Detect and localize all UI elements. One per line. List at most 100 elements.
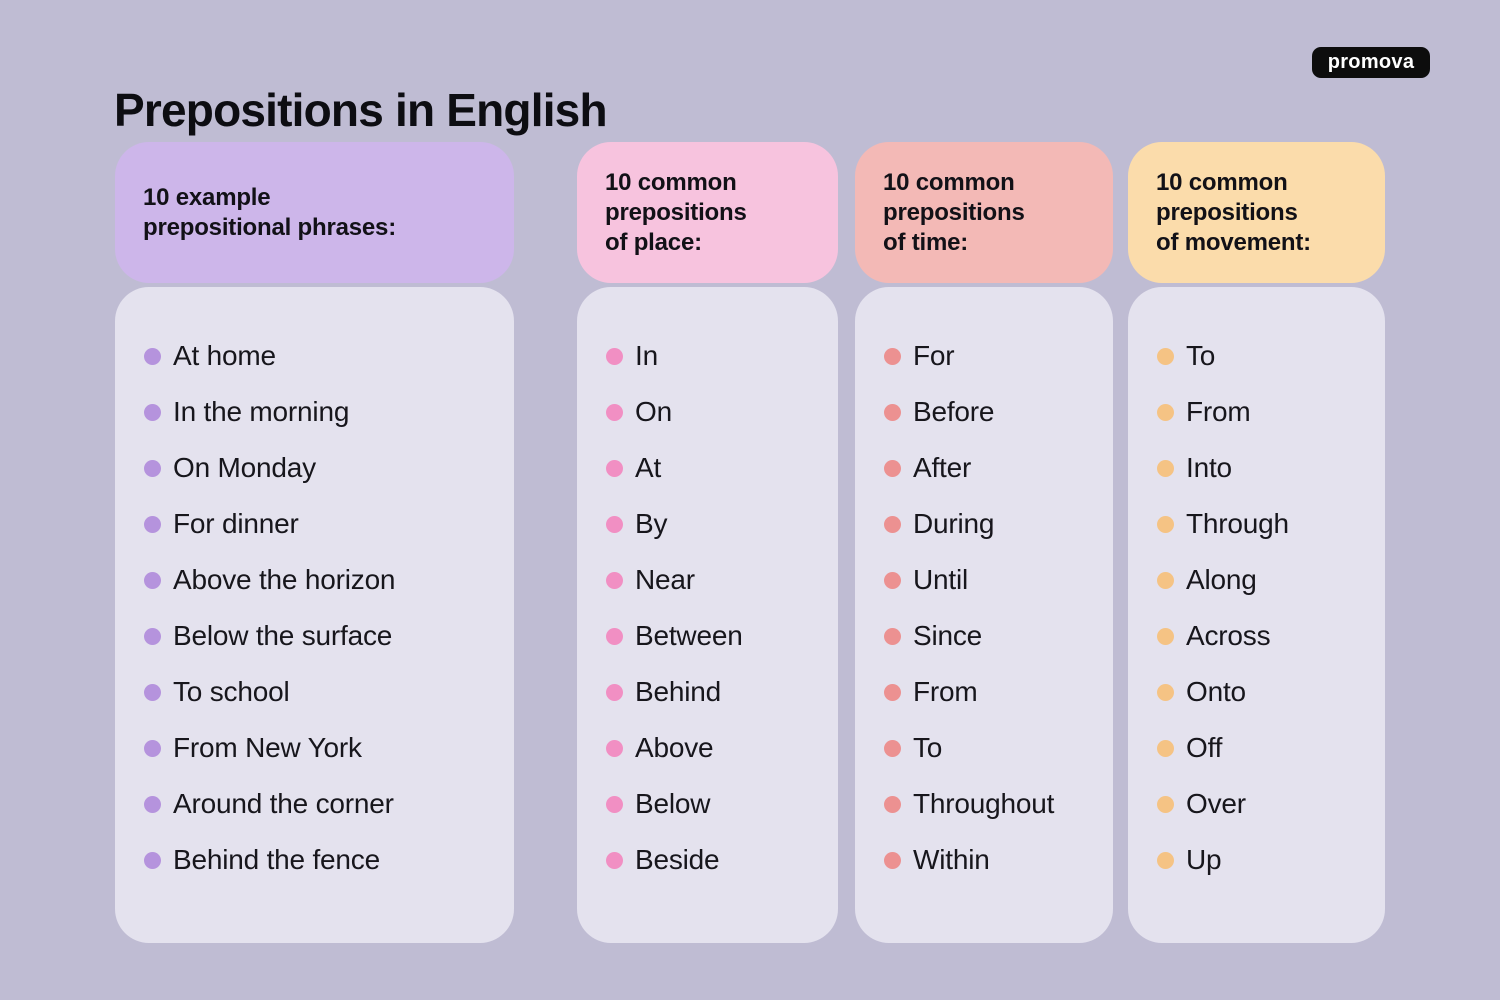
list-item: To school <box>144 664 500 720</box>
list-item-label: Throughout <box>913 788 1055 819</box>
list-item: Throughout <box>884 776 1099 832</box>
list-item-label: Before <box>913 396 995 427</box>
bullet-dot-icon <box>606 347 623 365</box>
list-item-label: Near <box>635 564 695 595</box>
list-item: At <box>606 440 824 496</box>
list-item: Behind the fence <box>144 832 500 888</box>
bullet-dot-icon <box>606 795 623 813</box>
list-item-label: From New York <box>173 732 362 763</box>
list-item-label: To <box>913 732 943 763</box>
list-item-label: Within <box>913 844 990 875</box>
bullet-dot-icon <box>144 459 161 477</box>
bullet-dot-icon <box>144 795 161 813</box>
list-item: Over <box>1157 776 1371 832</box>
column-example-phrases: 10 example prepositional phrases: At hom… <box>115 142 514 943</box>
bullet-dot-icon <box>1157 347 1174 365</box>
list-item-label: Into <box>1186 452 1232 483</box>
list-item: Off <box>1157 720 1371 776</box>
list-item-label: Over <box>1186 788 1246 819</box>
list-item: After <box>884 440 1099 496</box>
list-item: From <box>1157 384 1371 440</box>
list-item-label: From <box>913 676 978 707</box>
list-item-label: At <box>635 452 662 483</box>
bullet-dot-icon <box>144 403 161 421</box>
list-item-label: Below <box>635 788 711 819</box>
list-item-label: Around the corner <box>173 788 394 819</box>
list-item-label: For dinner <box>173 508 299 539</box>
list-item: Between <box>606 608 824 664</box>
list-item-label: Between <box>635 620 743 651</box>
list-item-label: Above <box>635 732 714 763</box>
list-item: Across <box>1157 608 1371 664</box>
list-item-label: Through <box>1186 508 1289 539</box>
list-item: Up <box>1157 832 1371 888</box>
list-item: Near <box>606 552 824 608</box>
list-item: At home <box>144 328 500 384</box>
list-item-label: Behind the fence <box>173 844 380 875</box>
bullet-dot-icon <box>144 739 161 757</box>
promova-logo: promova <box>1312 47 1430 78</box>
list-item-label: Along <box>1186 564 1257 595</box>
list-item: To <box>1157 328 1371 384</box>
list-item: Within <box>884 832 1099 888</box>
bullet-dot-icon <box>606 571 623 589</box>
list-item: Below <box>606 776 824 832</box>
list-item-label: To school <box>173 676 290 707</box>
list-item: In <box>606 328 824 384</box>
column-header-movement: 10 common prepositions of movement: <box>1128 142 1385 283</box>
list-item-label: To <box>1186 340 1216 371</box>
list-item: During <box>884 496 1099 552</box>
page-title: Prepositions in English <box>114 83 608 136</box>
bullet-dot-icon <box>606 515 623 533</box>
bullet-dot-icon <box>1157 403 1174 421</box>
bullet-dot-icon <box>884 347 901 365</box>
list-item: For <box>884 328 1099 384</box>
list-item-label: On <box>635 396 672 427</box>
bullet-dot-icon <box>606 739 623 757</box>
list-item-label: Beside <box>635 844 720 875</box>
list-item-label: Below the surface <box>173 620 393 651</box>
bullet-dot-icon <box>1157 851 1174 869</box>
list-item: Above the horizon <box>144 552 500 608</box>
column-header-place: 10 common prepositions of place: <box>577 142 838 283</box>
column-list-time: For Before After During Until <box>855 287 1113 943</box>
list-item: Beside <box>606 832 824 888</box>
list-item-label: Up <box>1186 844 1222 875</box>
bullet-dot-icon <box>606 851 623 869</box>
column-list-movement: To From Into Through Along <box>1128 287 1385 943</box>
list-item-label: In the morning <box>173 396 350 427</box>
bullet-dot-icon <box>144 627 161 645</box>
list-item: Around the corner <box>144 776 500 832</box>
list-item: By <box>606 496 824 552</box>
column-movement: 10 common prepositions of movement: To F… <box>1128 142 1385 943</box>
bullet-dot-icon <box>1157 739 1174 757</box>
bullet-dot-icon <box>884 795 901 813</box>
column-list-example-phrases: At home In the morning On Monday For din… <box>115 287 514 943</box>
list-item: On <box>606 384 824 440</box>
list-item: Through <box>1157 496 1371 552</box>
bullet-dot-icon <box>1157 515 1174 533</box>
column-place: 10 common prepositions of place: In On A… <box>577 142 838 943</box>
list-item: Before <box>884 384 1099 440</box>
bullet-dot-icon <box>1157 795 1174 813</box>
list-item: Behind <box>606 664 824 720</box>
list-item-label: Off <box>1186 732 1223 763</box>
bullet-dot-icon <box>144 683 161 701</box>
bullet-dot-icon <box>884 459 901 477</box>
bullet-dot-icon <box>1157 459 1174 477</box>
list-item-label: From <box>1186 396 1251 427</box>
bullet-dot-icon <box>144 515 161 533</box>
bullet-dot-icon <box>884 403 901 421</box>
bullet-dot-icon <box>884 627 901 645</box>
bullet-dot-icon <box>606 403 623 421</box>
list-item: Above <box>606 720 824 776</box>
list-item: From <box>884 664 1099 720</box>
list-item: Along <box>1157 552 1371 608</box>
bullet-dot-icon <box>884 683 901 701</box>
list-item-label: For <box>913 340 955 371</box>
list-item: On Monday <box>144 440 500 496</box>
column-list-place: In On At By Near Bet <box>577 287 838 943</box>
bullet-dot-icon <box>884 571 901 589</box>
promova-logo-text: promova <box>1327 51 1415 73</box>
bullet-dot-icon <box>144 347 161 365</box>
